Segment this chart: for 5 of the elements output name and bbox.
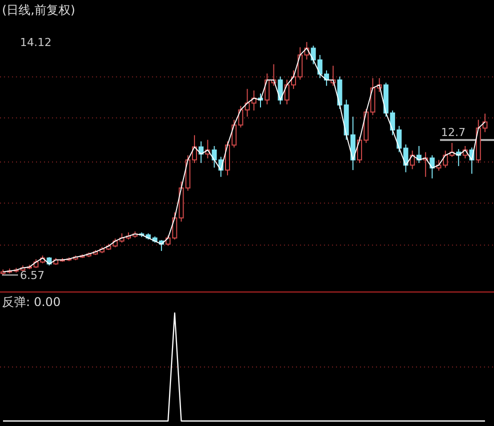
chart-title: (日线,前复权) <box>2 3 76 17</box>
y-tick-label: 6.57 <box>20 268 44 282</box>
text: 反弹: 0.00 <box>2 295 61 309</box>
annotation: 12.7 <box>441 126 466 139</box>
y-tick-label: 14.12 <box>20 36 52 49</box>
